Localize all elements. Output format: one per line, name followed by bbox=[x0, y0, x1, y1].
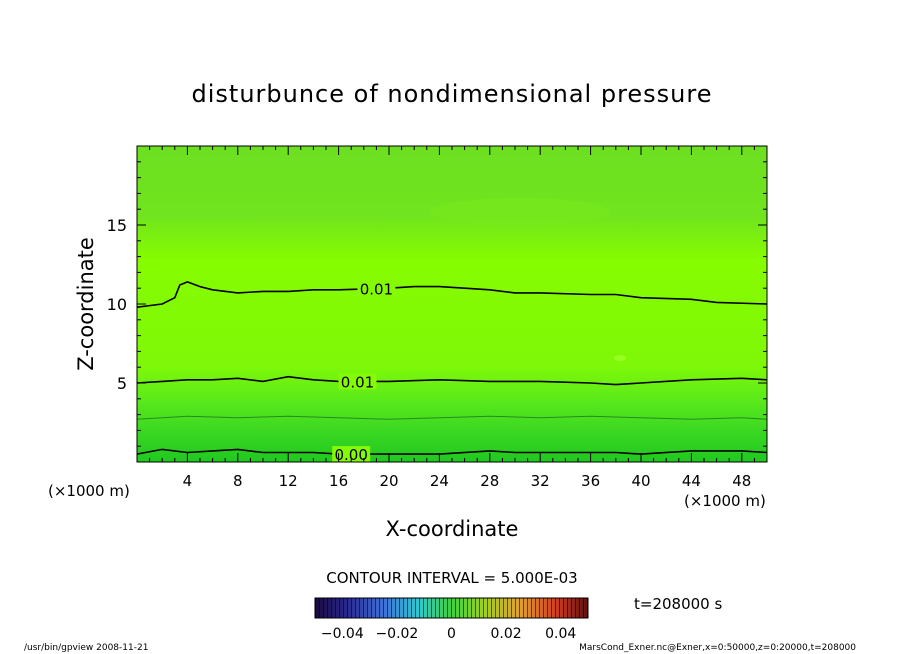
axis-ticks bbox=[136, 145, 768, 463]
x-tick-label: 40 bbox=[631, 472, 650, 490]
colorbar-bins bbox=[315, 598, 588, 618]
x-tick-label: 16 bbox=[329, 472, 348, 490]
colorbar-tick-labels: −0.04 −0.02 0 0.02 0.04 bbox=[321, 626, 577, 642]
x-tick-label: 20 bbox=[379, 472, 398, 490]
contour-label-bg bbox=[338, 373, 377, 390]
x-tick-label: 4 bbox=[183, 472, 193, 490]
y-axis-label: Z-coordinate bbox=[74, 237, 98, 371]
colorbar-tick-label: −0.04 bbox=[321, 626, 364, 642]
field-shading bbox=[430, 198, 626, 361]
colorbar-tick-label: 0.02 bbox=[491, 626, 522, 642]
contour-label-bg bbox=[332, 446, 371, 463]
x-tick-label: 36 bbox=[581, 472, 600, 490]
contour-labels: 0.01 0.01 0.00 bbox=[332, 280, 396, 464]
contour-label: 0.01 bbox=[341, 373, 374, 391]
contour-line bbox=[137, 375, 767, 386]
x-tick-labels: 4 8 12 16 20 24 28 32 36 40 44 48 bbox=[183, 472, 752, 490]
x-tick-label: 44 bbox=[682, 472, 701, 490]
x-tick-label: 24 bbox=[430, 472, 449, 490]
x-tick-label: 12 bbox=[279, 472, 298, 490]
contour-line bbox=[137, 415, 767, 420]
footer-left: /usr/bin/gpview 2008-11-21 bbox=[24, 643, 148, 653]
x-unit-right: (×1000 m) bbox=[684, 492, 766, 510]
y-tick-labels: 5 10 15 bbox=[107, 216, 127, 393]
time-text: t=208000 s bbox=[634, 595, 722, 613]
colorbar-frame bbox=[314, 597, 589, 619]
x-tick-label: 8 bbox=[233, 472, 243, 490]
contour-line bbox=[137, 448, 767, 455]
x-tick-label: 48 bbox=[732, 472, 751, 490]
contour-label: 0.01 bbox=[360, 281, 393, 299]
x-tick-label: 28 bbox=[480, 472, 499, 490]
footer-right: MarsCond_Exner.nc@Exner,x=0:50000,z=0:20… bbox=[579, 643, 856, 653]
colorbar-tick-label: 0.04 bbox=[545, 626, 576, 642]
heatmap-field bbox=[137, 146, 767, 462]
x-unit-left: (×1000 m) bbox=[48, 482, 130, 500]
contour-label: 0.00 bbox=[334, 446, 367, 464]
contour-label-bg bbox=[357, 280, 396, 297]
colorbar-tick-label: 0 bbox=[447, 626, 456, 642]
colorbar-tick-label: −0.02 bbox=[375, 626, 418, 642]
chart-title: disturbunce of nondimensional pressure bbox=[192, 80, 713, 108]
y-tick-label: 10 bbox=[107, 295, 127, 314]
x-tick-label: 32 bbox=[531, 472, 550, 490]
contour-interval-text: CONTOUR INTERVAL = 5.000E-03 bbox=[326, 569, 577, 587]
colorbar bbox=[314, 597, 589, 619]
y-tick-label: 5 bbox=[117, 374, 127, 393]
y-tick-label: 15 bbox=[107, 216, 127, 235]
x-axis-label: X-coordinate bbox=[386, 517, 519, 541]
